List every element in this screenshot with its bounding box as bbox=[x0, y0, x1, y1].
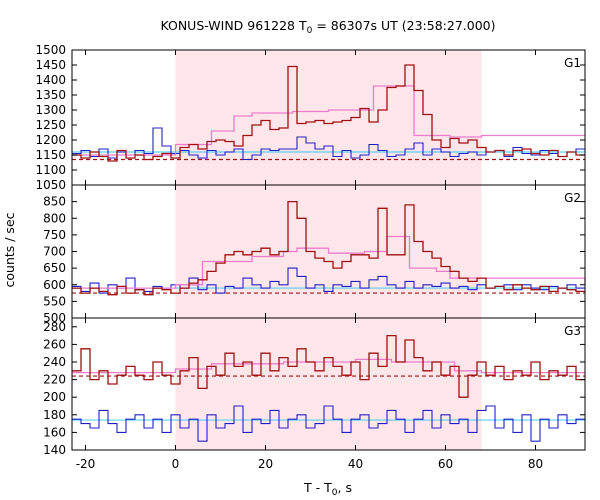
g1-y-tick-label: 1500 bbox=[35, 43, 66, 57]
x-tick-label: 80 bbox=[528, 457, 543, 471]
g1-y-tick-label: 1300 bbox=[35, 103, 66, 117]
g1-panel-label: G1 bbox=[564, 56, 581, 70]
g3-y-tick-label: 180 bbox=[43, 408, 66, 422]
g1-red-series bbox=[72, 64, 585, 162]
g1-y-tick-label: 1050 bbox=[35, 178, 66, 192]
g3-y-tick-label: 160 bbox=[43, 425, 66, 439]
x-tick-label: 0 bbox=[172, 457, 180, 471]
g1-y-tick-label: 1100 bbox=[35, 163, 66, 177]
g3-panel-label: G3 bbox=[564, 324, 581, 338]
g1-pink-series bbox=[72, 85, 585, 156]
g2-y-tick-label: 650 bbox=[43, 261, 66, 275]
g3-pink-series bbox=[72, 358, 585, 374]
g1-y-tick-label: 1400 bbox=[35, 73, 66, 87]
g2-y-tick-label: 800 bbox=[43, 211, 66, 225]
x-tick-label: -20 bbox=[76, 457, 96, 471]
x-tick-label: 40 bbox=[348, 457, 363, 471]
g2-y-tick-label: 500 bbox=[43, 311, 66, 325]
g2-panel-label: G2 bbox=[564, 191, 581, 205]
g2-y-tick-label: 700 bbox=[43, 245, 66, 259]
chart-title: KONUS-WIND 961228 T0 = 86307s UT (23:58:… bbox=[160, 18, 495, 36]
g2-red-series bbox=[72, 200, 585, 296]
g2-y-tick-label: 600 bbox=[43, 278, 66, 292]
g1-y-tick-label: 1250 bbox=[35, 118, 66, 132]
x-axis-title: T - T0, s bbox=[303, 480, 352, 498]
g3-panel-frame bbox=[71, 317, 586, 451]
g2-y-tick-label: 750 bbox=[43, 228, 66, 242]
g3-y-tick-label: 220 bbox=[43, 373, 66, 387]
g1-y-tick-label: 1450 bbox=[35, 58, 66, 72]
g3-red-series bbox=[72, 334, 585, 398]
g1-y-tick-label: 1350 bbox=[35, 88, 66, 102]
g1-y-tick-label: 1150 bbox=[35, 148, 66, 162]
plot-area: 1050110011501200125013001350140014501500… bbox=[35, 43, 586, 471]
g3-y-tick-label: 200 bbox=[43, 390, 66, 404]
g3-y-tick-label: 280 bbox=[43, 320, 66, 334]
g3-y-tick-label: 240 bbox=[43, 355, 66, 369]
x-tick-label: 60 bbox=[438, 457, 453, 471]
x-tick-label: 20 bbox=[258, 457, 273, 471]
g2-y-tick-label: 850 bbox=[43, 195, 66, 209]
g2-y-tick-label: 550 bbox=[43, 294, 66, 308]
g1-y-tick-label: 1200 bbox=[35, 133, 66, 147]
y-axis-title: counts / sec bbox=[2, 212, 17, 287]
g3-blue-series bbox=[72, 405, 585, 442]
g2-pink-series bbox=[72, 235, 586, 289]
g3-y-tick-label: 140 bbox=[43, 443, 66, 457]
g3-y-tick-label: 260 bbox=[43, 337, 66, 351]
